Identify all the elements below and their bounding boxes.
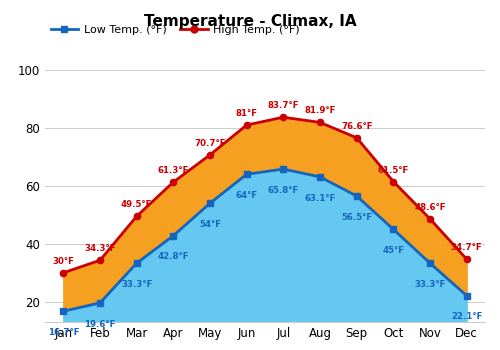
- Text: 83.7°F: 83.7°F: [268, 101, 299, 110]
- Text: 63.1°F: 63.1°F: [304, 194, 336, 203]
- Text: 81°F: 81°F: [236, 109, 258, 118]
- Text: 42.8°F: 42.8°F: [158, 252, 189, 261]
- Text: 49.5°F: 49.5°F: [121, 200, 152, 209]
- Text: 45°F: 45°F: [382, 246, 404, 255]
- Text: 33.3°F: 33.3°F: [414, 280, 446, 289]
- Text: 81.9°F: 81.9°F: [304, 106, 336, 116]
- Text: 64°F: 64°F: [236, 191, 258, 200]
- Text: 70.7°F: 70.7°F: [194, 139, 226, 148]
- Text: 65.8°F: 65.8°F: [268, 186, 299, 195]
- Text: 30°F: 30°F: [52, 257, 74, 266]
- Text: 34.7°F: 34.7°F: [451, 243, 482, 252]
- Text: 16.7°F: 16.7°F: [48, 328, 79, 337]
- Text: 61.5°F: 61.5°F: [378, 166, 409, 175]
- Text: 48.6°F: 48.6°F: [414, 203, 446, 212]
- Text: 54°F: 54°F: [199, 220, 221, 229]
- Text: 22.1°F: 22.1°F: [451, 312, 482, 321]
- Text: 61.3°F: 61.3°F: [158, 166, 189, 175]
- Text: 19.6°F: 19.6°F: [84, 320, 116, 329]
- Text: 34.3°F: 34.3°F: [84, 244, 116, 253]
- Text: 76.6°F: 76.6°F: [341, 122, 372, 131]
- Legend: Low Temp. (°F), High Temp. (°F): Low Temp. (°F), High Temp. (°F): [46, 20, 304, 39]
- Text: Temperature - Climax, IA: Temperature - Climax, IA: [144, 14, 356, 29]
- Text: 33.3°F: 33.3°F: [121, 280, 152, 289]
- Text: 56.5°F: 56.5°F: [341, 213, 372, 222]
